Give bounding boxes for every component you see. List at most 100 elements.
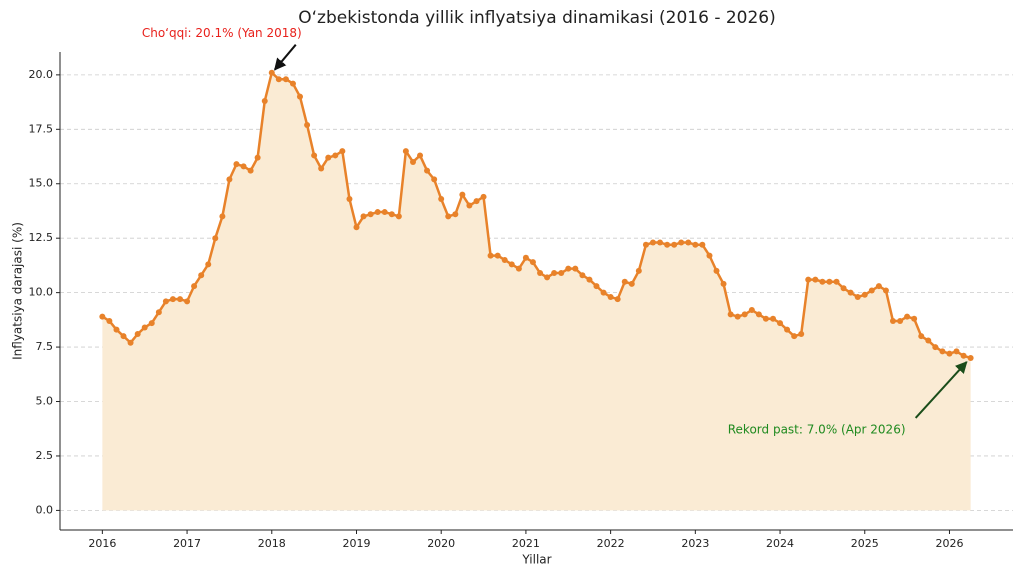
point bbox=[678, 239, 685, 246]
point bbox=[438, 195, 445, 202]
point bbox=[854, 293, 861, 300]
point bbox=[198, 272, 205, 279]
y-tick-label: 0.0 bbox=[36, 503, 54, 516]
point bbox=[607, 293, 614, 300]
point bbox=[247, 167, 254, 174]
point bbox=[897, 317, 904, 324]
x-tick-label: 2024 bbox=[766, 537, 794, 550]
point bbox=[960, 352, 967, 359]
point bbox=[388, 211, 395, 218]
point bbox=[431, 176, 438, 183]
point bbox=[268, 69, 275, 76]
point bbox=[812, 276, 819, 283]
point bbox=[911, 315, 918, 322]
y-tick-label: 2.5 bbox=[36, 449, 54, 462]
point bbox=[445, 213, 452, 220]
point bbox=[417, 152, 424, 159]
point bbox=[649, 239, 656, 246]
point bbox=[169, 296, 176, 303]
point bbox=[621, 278, 628, 285]
point bbox=[840, 285, 847, 292]
point bbox=[275, 76, 282, 83]
point bbox=[593, 283, 600, 290]
point bbox=[113, 326, 120, 333]
x-tick-label: 2019 bbox=[342, 537, 370, 550]
point bbox=[332, 152, 339, 159]
y-tick-label: 20.0 bbox=[29, 68, 54, 81]
point bbox=[628, 280, 635, 287]
point bbox=[720, 280, 727, 287]
point bbox=[381, 209, 388, 216]
point bbox=[600, 289, 607, 296]
x-tick-label: 2016 bbox=[88, 537, 116, 550]
point bbox=[953, 348, 960, 355]
x-tick-label: 2022 bbox=[597, 537, 625, 550]
point bbox=[734, 313, 741, 320]
point bbox=[833, 278, 840, 285]
point bbox=[212, 235, 219, 242]
point bbox=[141, 324, 148, 331]
x-tick-label: 2020 bbox=[427, 537, 455, 550]
point bbox=[939, 348, 946, 355]
point bbox=[367, 211, 374, 218]
point bbox=[748, 307, 755, 314]
point bbox=[494, 252, 501, 259]
point bbox=[177, 296, 184, 303]
point bbox=[819, 278, 826, 285]
point bbox=[706, 252, 713, 259]
point bbox=[254, 154, 261, 161]
x-tick-label: 2021 bbox=[512, 537, 540, 550]
point bbox=[346, 195, 353, 202]
point bbox=[544, 274, 551, 281]
point bbox=[191, 283, 198, 290]
point bbox=[120, 333, 127, 340]
point bbox=[226, 176, 233, 183]
point bbox=[233, 161, 240, 168]
point bbox=[452, 211, 459, 218]
point bbox=[558, 270, 565, 277]
point bbox=[515, 265, 522, 272]
point bbox=[861, 291, 868, 298]
point bbox=[318, 165, 325, 172]
point bbox=[466, 202, 473, 209]
point bbox=[889, 317, 896, 324]
point bbox=[798, 331, 805, 338]
point bbox=[311, 152, 318, 159]
point bbox=[826, 278, 833, 285]
point bbox=[664, 241, 671, 248]
point bbox=[240, 163, 247, 170]
point bbox=[409, 158, 416, 165]
point bbox=[642, 241, 649, 248]
point bbox=[480, 193, 487, 200]
point bbox=[657, 239, 664, 246]
point bbox=[155, 309, 162, 316]
annotation: Cho‘qqi: 20.1% (Yan 2018) bbox=[142, 26, 302, 40]
point bbox=[508, 261, 515, 268]
y-axis-label: Inflyatsiya darajasi (%) bbox=[11, 222, 25, 360]
point bbox=[106, 317, 113, 324]
point bbox=[572, 265, 579, 272]
line bbox=[101, 71, 972, 360]
point bbox=[727, 311, 734, 318]
point bbox=[565, 265, 572, 272]
point bbox=[522, 254, 529, 261]
point bbox=[282, 76, 289, 83]
point bbox=[586, 276, 593, 283]
point bbox=[671, 241, 678, 248]
point bbox=[424, 167, 431, 174]
annotation-arrow bbox=[914, 361, 968, 419]
y-tick-label: 12.5 bbox=[29, 231, 54, 244]
x-tick-label: 2023 bbox=[681, 537, 709, 550]
point bbox=[805, 276, 812, 283]
x-tick-label: 2017 bbox=[173, 537, 201, 550]
y-tick-label: 7.5 bbox=[36, 340, 54, 353]
x-axis-label: Yillar bbox=[521, 553, 551, 567]
point bbox=[741, 311, 748, 318]
y-tick-label: 10.0 bbox=[29, 286, 54, 299]
point bbox=[614, 296, 621, 303]
point bbox=[699, 241, 706, 248]
point bbox=[946, 350, 953, 357]
y-tick-label: 17.5 bbox=[29, 122, 54, 135]
x-tick-label: 2025 bbox=[851, 537, 879, 550]
